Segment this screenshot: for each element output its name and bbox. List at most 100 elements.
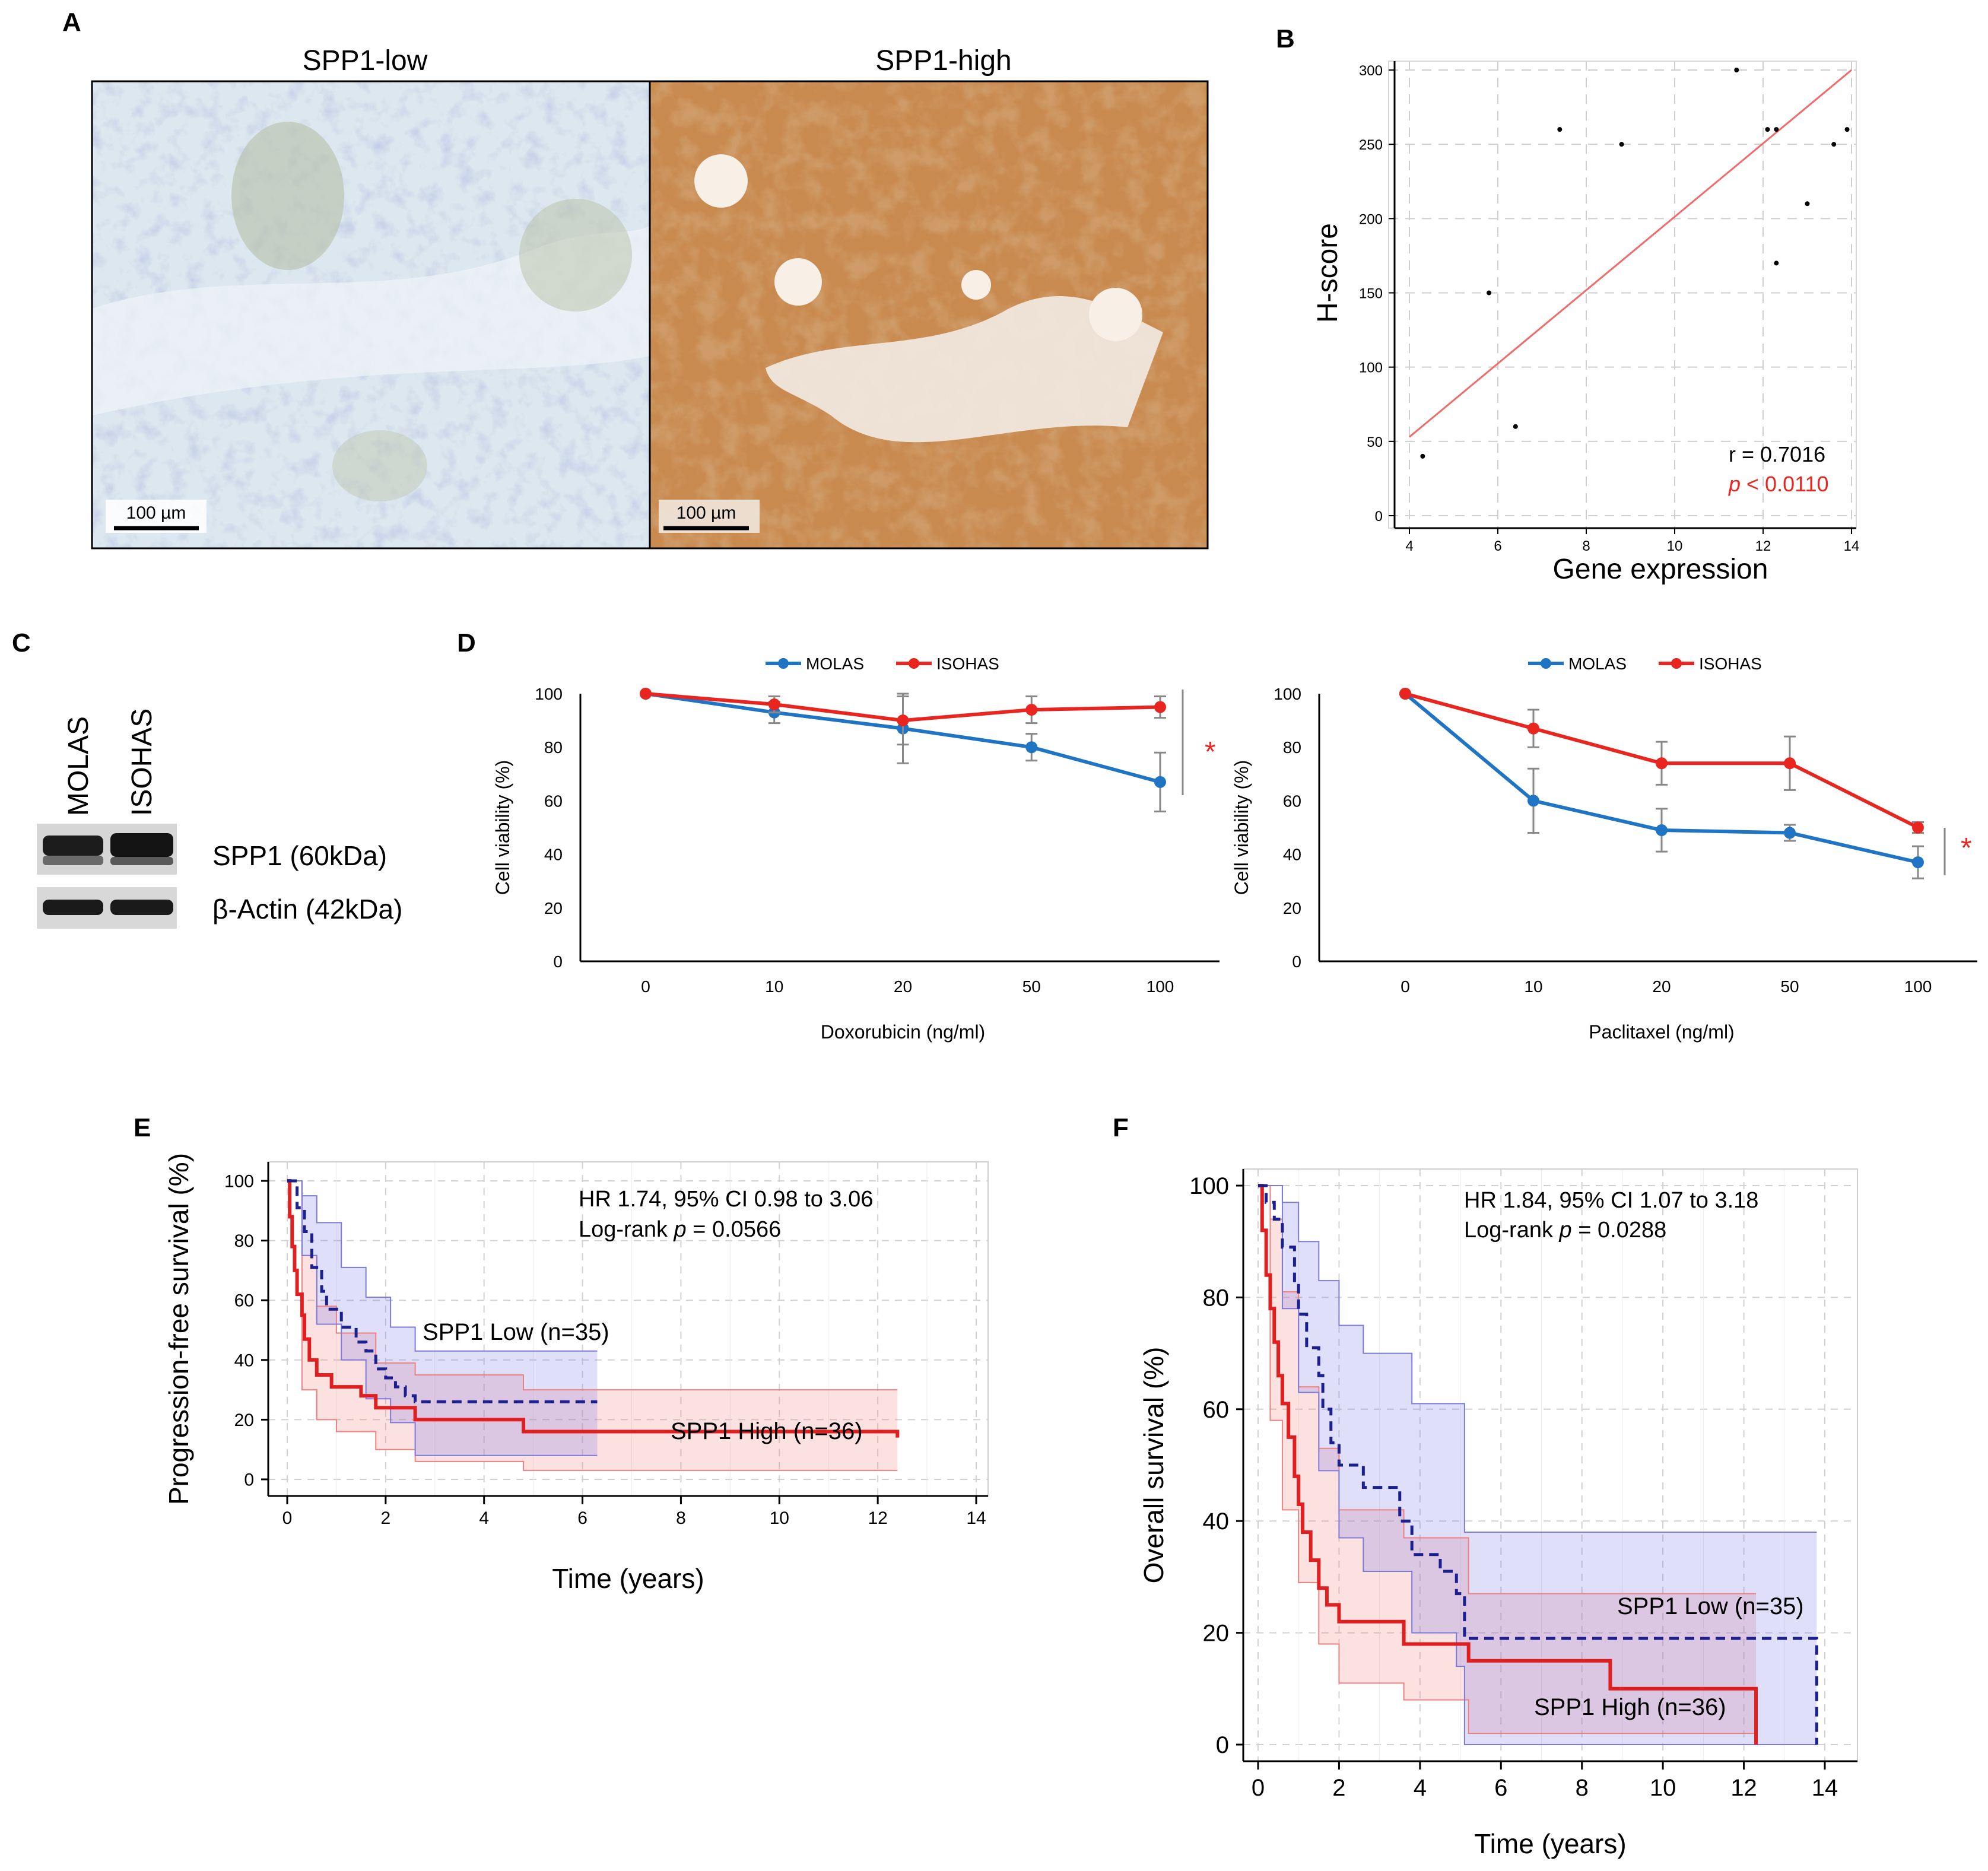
x-tick-label: 20 bbox=[1652, 977, 1671, 996]
data-point-isohas bbox=[1527, 722, 1539, 735]
panel-label-e: E bbox=[134, 1113, 151, 1142]
band-actin-isohas bbox=[110, 900, 173, 915]
x-axis-title: Gene expression bbox=[1553, 554, 1768, 585]
vessel-low-1 bbox=[231, 122, 344, 270]
y-axis-title: H-score bbox=[1312, 223, 1344, 323]
hr-text-f: HR 1.84, 95% CI 1.07 to 3.18 bbox=[1464, 1188, 1758, 1213]
y-tick-label: 20 bbox=[234, 1411, 254, 1430]
data-point bbox=[1844, 127, 1850, 132]
ci-upper-low bbox=[1258, 1185, 1817, 1533]
x-tick-label: 0 bbox=[1401, 977, 1410, 996]
label-spp1-high: SPP1 High (n=36) bbox=[671, 1418, 863, 1444]
x-tick-label: 100 bbox=[1904, 977, 1932, 996]
x-tick-label: 0 bbox=[282, 1508, 293, 1528]
y-axis-title: Overall survival (%) bbox=[1138, 1347, 1169, 1584]
km-curve-spp1-low bbox=[1258, 1184, 1818, 1745]
data-point-molas bbox=[1025, 741, 1038, 754]
spp1-low-title: SPP1-low bbox=[303, 45, 428, 77]
data-point bbox=[1487, 290, 1492, 296]
data-point bbox=[1774, 261, 1779, 266]
data-point-molas bbox=[1154, 776, 1166, 788]
x-tick-label: 10 bbox=[770, 1508, 789, 1528]
x-tick-label: 12 bbox=[1730, 1775, 1757, 1801]
y-tick-label: 40 bbox=[1283, 846, 1301, 864]
x-tick-label: 14 bbox=[966, 1508, 986, 1528]
data-point bbox=[1513, 424, 1518, 429]
label-spp1-high: SPP1 High (n=36) bbox=[1534, 1694, 1726, 1720]
y-tick-label: 0 bbox=[1216, 1732, 1229, 1758]
data-point bbox=[1774, 127, 1779, 132]
panel-label-c: C bbox=[12, 628, 31, 657]
lane-label-molas: MOLAS bbox=[63, 716, 94, 816]
data-point bbox=[1619, 142, 1624, 147]
spp1-high-title: SPP1-high bbox=[875, 45, 1011, 77]
y-tick-label: 100 bbox=[1359, 360, 1383, 376]
y-tick-label: 200 bbox=[1359, 211, 1383, 227]
p-value: < 0.0110 bbox=[1741, 472, 1828, 496]
legend-marker bbox=[778, 658, 789, 669]
hr-text-e: HR 1.74, 95% CI 0.98 to 3.06 bbox=[579, 1187, 873, 1212]
legend-label: ISOHAS bbox=[936, 655, 999, 673]
x-tick-label: 4 bbox=[1405, 538, 1413, 554]
panel-label-d: D bbox=[457, 628, 476, 657]
x-tick-label: 6 bbox=[1494, 538, 1501, 554]
data-point-molas bbox=[1912, 856, 1924, 869]
x-tick-label: 6 bbox=[1494, 1775, 1507, 1801]
y-tick-label: 100 bbox=[224, 1172, 254, 1192]
y-tick-label: 60 bbox=[1203, 1397, 1230, 1423]
panel-label-f: F bbox=[1113, 1113, 1129, 1142]
y-tick-label: 100 bbox=[535, 685, 563, 703]
x-axis-title: Paclitaxel (ng/ml) bbox=[1589, 1021, 1734, 1043]
line-chart-paclitaxel: 0 20 40 60 80 100 0 10 20 50 100 Paclitaxel (ng/ml)… bbox=[1231, 655, 1977, 1043]
data-point bbox=[1765, 127, 1770, 132]
x-tick-label: 100 bbox=[1147, 977, 1174, 996]
data-point-isohas bbox=[1025, 704, 1038, 716]
vacuole-1 bbox=[694, 154, 748, 208]
logrank-p-e: p bbox=[674, 1217, 687, 1242]
scatter-plot-b: 0 50 100 150 200 250 300 4 6 8 10 12 14 Gene expressi… bbox=[1312, 61, 1859, 585]
significance-star: * bbox=[1205, 736, 1216, 768]
data-point-isohas bbox=[640, 688, 652, 700]
band-spp1-molas-smear bbox=[43, 856, 103, 865]
data-point-isohas bbox=[768, 698, 780, 711]
km-curve-spp1-low bbox=[287, 1179, 598, 1403]
p-symbol: p bbox=[1728, 472, 1741, 496]
legend-label: MOLAS bbox=[1568, 655, 1627, 673]
x-tick-label: 14 bbox=[1812, 1775, 1838, 1801]
y-axis-title: Progression-free survival (%) bbox=[163, 1153, 194, 1505]
x-axis-title: Time (years) bbox=[1474, 1828, 1626, 1859]
y-tick-label: 80 bbox=[1283, 738, 1301, 757]
y-tick-label: 0 bbox=[553, 952, 563, 971]
logrank-text-e: Log-rank p = 0.0566 bbox=[579, 1217, 781, 1242]
km-plot-os: 0 20 40 60 80 100 0 2 4 6 8 10 12 14 Time (years) Overa… bbox=[1138, 1168, 1858, 1859]
x-tick-label: 50 bbox=[1022, 977, 1041, 996]
x-tick-label: 6 bbox=[577, 1508, 587, 1528]
band-label-spp1: SPP1 (60kDa) bbox=[212, 840, 387, 871]
logrank-p-f: p bbox=[1559, 1218, 1572, 1243]
vacuole-2 bbox=[774, 258, 822, 306]
x-axis-title: Time (years) bbox=[552, 1563, 704, 1594]
data-point-isohas bbox=[1784, 757, 1796, 770]
y-tick-label: 60 bbox=[544, 792, 563, 810]
km-curve-spp1-high bbox=[1258, 1184, 1758, 1745]
ci-lower-high bbox=[287, 1180, 898, 1471]
x-tick-label: 12 bbox=[868, 1508, 887, 1528]
ci-band-low bbox=[287, 1181, 598, 1456]
vacuole-4 bbox=[961, 270, 991, 300]
micrograph-high: 100 µm bbox=[650, 81, 1208, 548]
vessel-low-2 bbox=[519, 199, 632, 312]
y-axis-title: Cell viability (%) bbox=[1231, 760, 1252, 895]
panel-e: E 0 20 40 60 80 100 0 2 4 6 8 10 12 14 Time (years) Pro… bbox=[134, 1113, 989, 1594]
km-plot-pfs: 0 20 40 60 80 100 0 2 4 6 8 10 12 14 Time (years) Progr… bbox=[163, 1153, 989, 1594]
logrank-prefix-e: Log-rank bbox=[579, 1217, 674, 1242]
data-point bbox=[1831, 142, 1837, 147]
y-axis-title: Cell viability (%) bbox=[492, 760, 513, 895]
ci-lower-low bbox=[1258, 1185, 1817, 1745]
tissue-gap bbox=[766, 296, 1163, 443]
x-tick-label: 0 bbox=[1252, 1775, 1265, 1801]
panel-b: B 0 50 100 150 200 250 300 4 6 8 10 12 14 Gene expres… bbox=[1276, 24, 1859, 585]
panel-f: F 0 20 40 60 80 100 0 2 4 6 8 10 12 14 Time (years) Ove… bbox=[1113, 1113, 1858, 1859]
x-tick-label: 8 bbox=[1582, 538, 1590, 554]
panel-c: C MOLAS ISOHAS SPP1 (60kDa) β-Actin (42k… bbox=[12, 628, 402, 929]
